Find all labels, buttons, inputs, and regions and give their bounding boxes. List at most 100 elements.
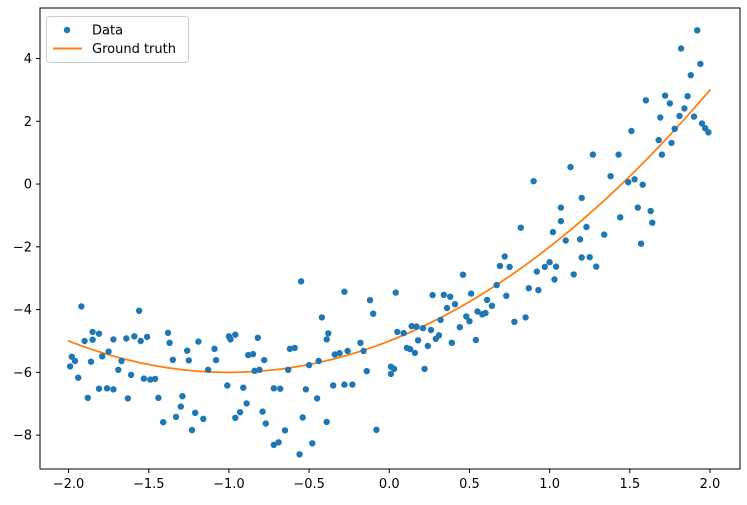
data-point [147,376,154,383]
data-point [227,336,234,343]
data-point [690,113,698,120]
data-point [211,345,218,352]
data-point [589,151,597,158]
data-point [474,308,481,315]
data-point [546,259,553,266]
data-point [344,347,351,355]
data-point [360,347,367,355]
y-tick-label: −2 [13,240,32,255]
data-point [135,307,143,314]
data-point [110,386,117,393]
data-point [586,254,593,261]
y-tick-label: 2 [24,115,32,130]
data-point [285,366,292,373]
data-point [567,163,574,171]
data-point [387,370,395,378]
data-point [270,385,277,392]
data-point [277,385,284,392]
data-point [323,336,330,343]
data-point [363,367,370,375]
data-point [366,297,374,304]
data-point [583,223,590,231]
data-point [657,114,664,121]
data-point [493,281,500,289]
data-point [658,151,666,158]
data-point [447,293,454,300]
data-point [557,217,565,225]
data-point [370,310,377,317]
data-point [467,290,475,297]
data-point [224,382,231,389]
data-point [668,139,675,147]
data-point [115,366,122,373]
x-tick-label: −2.0 [53,477,85,492]
data-point [275,439,282,446]
data-point [299,414,306,421]
data-point [95,330,103,337]
data-point [578,254,585,261]
data-point [448,339,455,346]
data-point [698,120,706,127]
data-point [151,375,159,383]
data-point [243,400,250,407]
x-tick-label: 0.5 [459,477,480,492]
data-point [127,371,135,379]
data-point [684,93,691,100]
x-tick-label: −1.5 [133,477,165,492]
data-point [296,451,303,458]
data-point [607,173,614,180]
data-point [535,286,542,294]
data-point [530,178,537,185]
data-point [110,336,117,343]
data-point [390,365,398,373]
data-point [325,330,332,337]
data-point [576,236,584,243]
data-point [525,285,532,292]
data-point [394,328,401,336]
x-tick-label: −0.5 [293,477,325,492]
data-point [694,27,701,34]
data-point [251,367,258,374]
legend-box [46,16,189,63]
data-point [639,181,646,188]
data-point [552,263,560,270]
data-point [522,314,529,321]
data-point [671,125,678,132]
data-point [259,408,266,415]
data-point [123,335,130,342]
data-point [75,374,82,381]
data-point [349,381,356,388]
data-point [160,419,167,426]
ground-truth-curve-layer [67,89,711,374]
data-point [549,228,557,236]
data-point [413,323,420,330]
data-point [336,350,343,357]
legend-label-data: Data [92,24,123,39]
data-point [164,329,172,336]
data-point [331,351,338,358]
data-point [676,112,683,120]
data-point [392,289,399,296]
x-tick-label: −1.0 [213,477,245,492]
data-point [192,409,199,416]
data-point [81,337,88,345]
data-point [625,179,632,186]
data-point [593,263,600,270]
data-point [631,176,638,183]
data-point [200,415,207,422]
data-point [245,351,252,359]
legend: Data Ground truth [46,16,189,63]
data-point [131,333,138,340]
data-point [570,271,577,278]
data-point [615,151,622,158]
data-point [437,316,444,324]
data-point [124,395,132,402]
data-point [456,324,463,331]
data-point [291,344,298,352]
data-point [236,409,244,416]
data-point [155,394,162,401]
data-point [305,361,313,369]
data-point [330,382,337,389]
data-point [254,334,261,341]
